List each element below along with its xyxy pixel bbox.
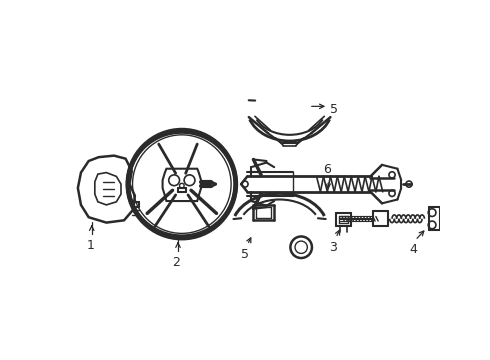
Text: 3: 3 [330, 241, 338, 254]
Text: 5: 5 [241, 248, 249, 261]
Text: 5: 5 [330, 103, 339, 116]
Text: 1: 1 [86, 239, 94, 252]
Text: 6: 6 [322, 163, 331, 176]
Text: 2: 2 [172, 256, 180, 269]
Text: 4: 4 [409, 243, 417, 256]
